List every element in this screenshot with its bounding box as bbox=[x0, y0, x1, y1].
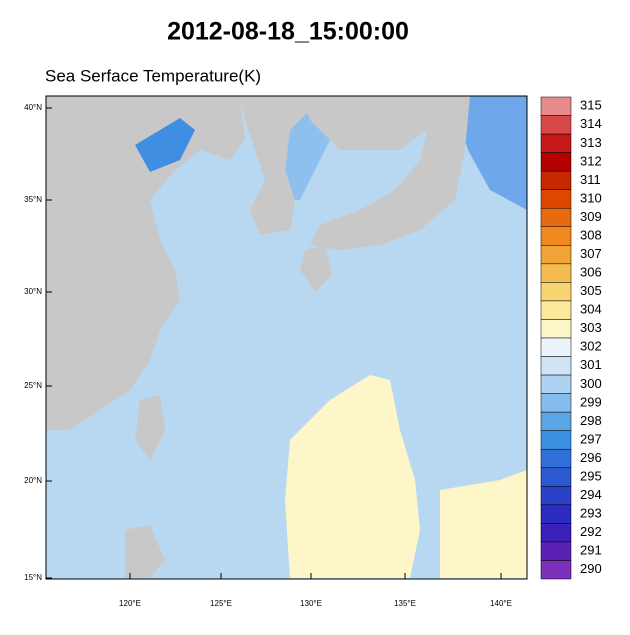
colorbar-swatch bbox=[540, 411, 572, 431]
colorbar-swatch bbox=[540, 115, 572, 135]
colorbar-swatch bbox=[540, 448, 572, 469]
colorbar-label: 312 bbox=[580, 153, 602, 168]
colorbar-swatch bbox=[540, 207, 572, 228]
warm-sea bbox=[285, 375, 420, 578]
land bbox=[46, 96, 245, 430]
colorbar-label: 297 bbox=[580, 431, 602, 446]
title: 2012-08-18_15:00:00 bbox=[167, 18, 409, 46]
colorbar-swatch bbox=[540, 486, 572, 506]
colorbar-label: 293 bbox=[580, 506, 602, 521]
map bbox=[45, 95, 528, 580]
colorbar-swatch bbox=[540, 541, 572, 561]
colorbar-label: 310 bbox=[580, 190, 602, 205]
colorbar-swatch bbox=[540, 133, 572, 153]
colorbar-swatch bbox=[540, 504, 572, 524]
land bbox=[300, 96, 450, 150]
lon-tick-label: 130°E bbox=[300, 599, 322, 608]
colorbar-swatch bbox=[540, 282, 572, 302]
colorbar-label: 302 bbox=[580, 339, 602, 354]
colorbar-label: 313 bbox=[580, 135, 602, 150]
colorbar-label: 301 bbox=[580, 357, 602, 372]
lon-tick-label: 120°E bbox=[119, 599, 141, 608]
cold-sea bbox=[450, 96, 527, 210]
colorbar-label: 308 bbox=[580, 227, 602, 242]
colorbar-swatch bbox=[540, 96, 572, 116]
colorbar-label: 300 bbox=[580, 376, 602, 391]
colorbar-label: 304 bbox=[580, 302, 602, 317]
land bbox=[125, 525, 165, 578]
land bbox=[240, 96, 310, 235]
colorbar-label: 306 bbox=[580, 265, 602, 280]
colorbar-swatch bbox=[540, 300, 572, 320]
colorbar-label: 315 bbox=[580, 98, 602, 113]
lat-tick-label: 35°N bbox=[24, 195, 42, 204]
colorbar-swatch bbox=[540, 319, 572, 339]
lat-tick-label: 40°N bbox=[24, 103, 42, 112]
colorbar-swatch bbox=[540, 356, 572, 376]
subtitle: Sea Serface Temperature(K) bbox=[45, 66, 261, 85]
colorbar-label: 305 bbox=[580, 283, 602, 298]
land bbox=[300, 245, 332, 292]
colorbar-label: 291 bbox=[580, 543, 602, 558]
colorbar-swatch bbox=[540, 337, 572, 357]
colorbar-swatch bbox=[540, 263, 572, 283]
lat-tick-label: 30°N bbox=[24, 287, 42, 296]
colorbar-swatch bbox=[540, 393, 572, 413]
colorbar-label: 303 bbox=[580, 320, 602, 335]
lat-tick-label: 20°N bbox=[24, 476, 42, 485]
colorbar-label: 292 bbox=[580, 524, 602, 539]
warm-sea bbox=[440, 470, 527, 578]
colorbar-swatch bbox=[540, 374, 572, 394]
colorbar-swatch bbox=[540, 152, 572, 172]
colorbar-label: 309 bbox=[580, 209, 602, 224]
colorbar-label: 311 bbox=[580, 172, 601, 187]
colorbar-label: 294 bbox=[580, 487, 602, 502]
lat-tick-label: 25°N bbox=[24, 381, 42, 390]
colorbar-swatch bbox=[540, 467, 572, 487]
colorbar-label: 314 bbox=[580, 116, 602, 131]
lat-tick-label: 15°N bbox=[24, 573, 42, 582]
map-frame bbox=[45, 95, 528, 580]
colorbar-label: 298 bbox=[580, 413, 602, 428]
colorbar-swatch bbox=[540, 226, 572, 246]
colorbar-swatch bbox=[540, 189, 572, 209]
lon-tick-label: 140°E bbox=[490, 599, 512, 608]
bohai-sea bbox=[135, 118, 195, 172]
land bbox=[135, 395, 165, 460]
colorbar-swatch bbox=[540, 245, 572, 265]
colorbar-label: 296 bbox=[580, 450, 602, 465]
colorbar-label: 290 bbox=[580, 561, 602, 576]
colorbar-swatch bbox=[540, 430, 572, 450]
colorbar-label: 307 bbox=[580, 246, 602, 261]
land bbox=[310, 96, 470, 250]
colorbar-label: 295 bbox=[580, 468, 602, 483]
colorbar-swatch bbox=[540, 560, 572, 580]
lon-tick-label: 135°E bbox=[394, 599, 416, 608]
lon-tick-label: 125°E bbox=[210, 599, 232, 608]
colorbar-swatch bbox=[540, 523, 572, 543]
colorbar-swatch bbox=[540, 170, 572, 190]
colorbar-label: 299 bbox=[580, 394, 602, 409]
